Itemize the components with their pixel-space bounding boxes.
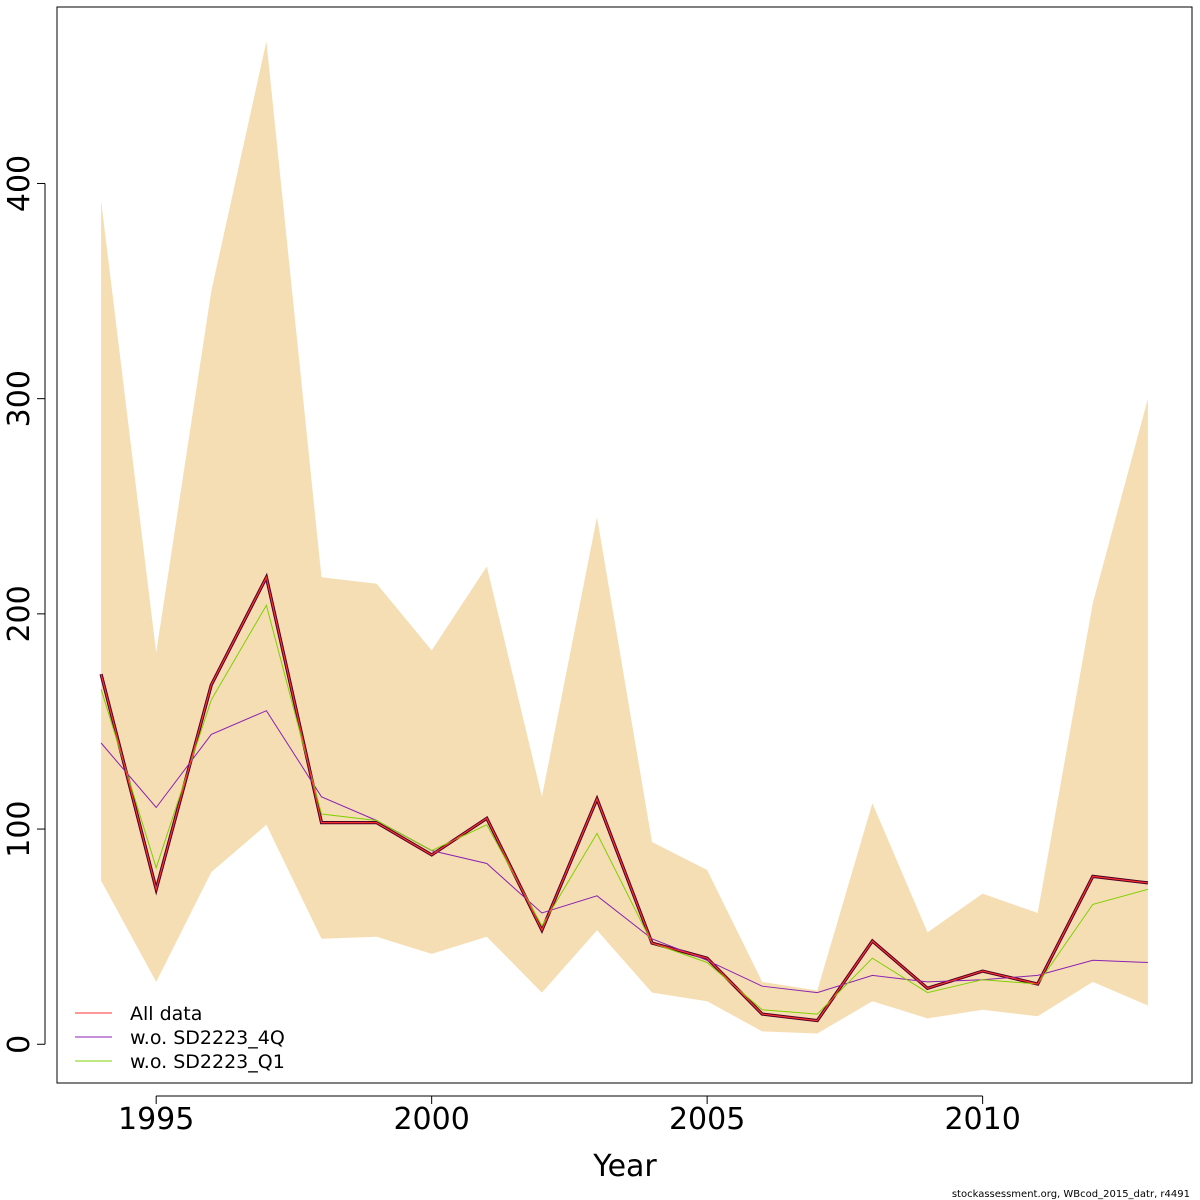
x-tick-label: 1995 — [118, 1102, 194, 1137]
series-layer — [99, 572, 1149, 1023]
x-tick-label: 2005 — [669, 1102, 745, 1137]
y-tick-label: 0 — [2, 1035, 37, 1054]
confidence-band-layer — [101, 41, 1148, 1034]
legend-label-3: w.o. SD2223_Q1 — [130, 1051, 285, 1073]
y-tick-label: 400 — [2, 155, 37, 212]
legend-label-2: w.o. SD2223_4Q — [130, 1027, 285, 1049]
series-line-3 — [100, 604, 1149, 1015]
series-line-2 — [100, 710, 1148, 994]
x-axis-title: Year — [592, 1149, 657, 1184]
y-tick-label: 200 — [2, 585, 37, 642]
x-tick-label: 2000 — [393, 1102, 469, 1137]
confidence-band — [101, 41, 1148, 1034]
credit-text: stockassessment.org, WBcod_2015_datr, r4… — [952, 1189, 1190, 1200]
series-line-1 — [100, 575, 1148, 1022]
plot-frame — [56, 6, 1193, 1084]
y-axis: 0 100 200 300 400 — [2, 155, 46, 1054]
x-axis: 1995 2000 2005 2010 — [118, 1095, 1021, 1137]
x-tick-label: 2010 — [944, 1102, 1020, 1137]
legend-label-1: All data — [130, 1003, 202, 1025]
y-tick-label: 300 — [2, 370, 37, 427]
y-tick-label: 100 — [2, 800, 37, 857]
